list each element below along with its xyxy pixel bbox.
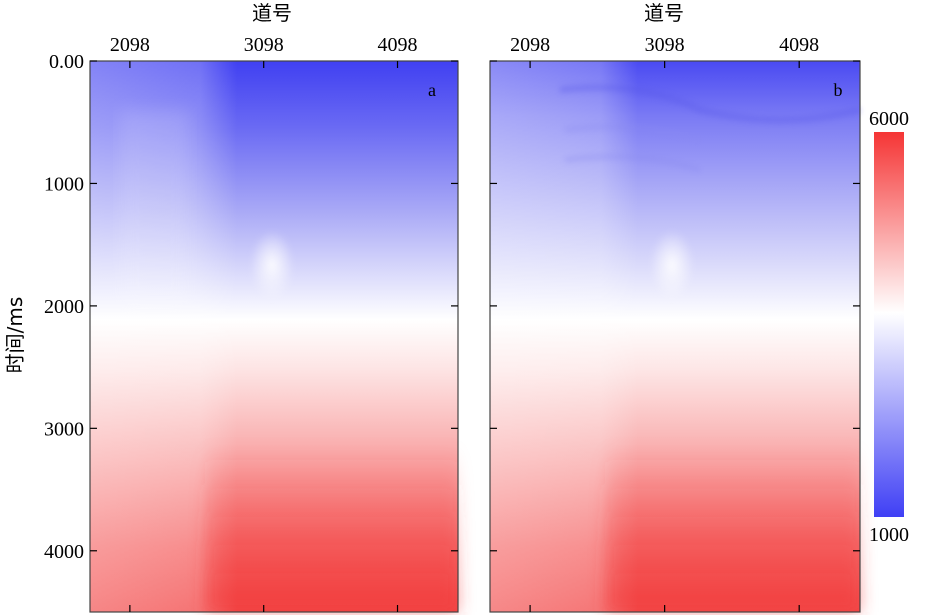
panel-a-x-title: 道号 (252, 1, 292, 25)
y-tick-label: 3000 (44, 418, 84, 440)
colorbar-max-label: 6000 (869, 108, 909, 130)
x-tick-label: 3098 (645, 34, 685, 56)
panel-a-y-tick-labels: 0.00 1000 2000 3000 4000 (44, 51, 84, 563)
x-tick-label: 2098 (510, 34, 550, 56)
panel-a: 道号 2098 3098 4098 0.00 1000 2000 3000 4000 时间/… (3, 1, 459, 613)
y-tick-label: 0.00 (49, 51, 84, 73)
colorbar: 6000 1000 (869, 108, 909, 546)
panel-a-frame (89, 60, 459, 613)
panel-a-heatmap (90, 61, 458, 612)
panel-b-x-title: 道号 (644, 1, 684, 25)
x-tick-label: 2098 (110, 34, 150, 56)
panel-a-x-tick-labels: 2098 3098 4098 (110, 34, 418, 56)
panel-b-ticks (490, 60, 860, 612)
panel-b-x-tick-labels: 2098 3098 4098 (510, 34, 819, 56)
y-axis-title: 时间/ms (3, 297, 27, 374)
x-tick-label: 3098 (244, 34, 284, 56)
y-tick-label: 4000 (44, 541, 84, 563)
x-tick-label: 4098 (779, 34, 819, 56)
panel-b: 道号 2098 3098 4098 b (489, 1, 861, 613)
x-tick-label: 4098 (378, 34, 418, 56)
panel-a-ticks (90, 60, 458, 612)
colorbar-gradient (874, 132, 904, 517)
panel-b-heatmap (490, 61, 861, 612)
y-tick-label: 1000 (44, 173, 84, 195)
y-tick-label: 2000 (44, 296, 84, 318)
panel-b-letter: b (834, 80, 843, 100)
panel-b-frame (489, 60, 861, 613)
colorbar-min-label: 1000 (869, 524, 909, 546)
panel-a-letter: a (428, 80, 436, 100)
